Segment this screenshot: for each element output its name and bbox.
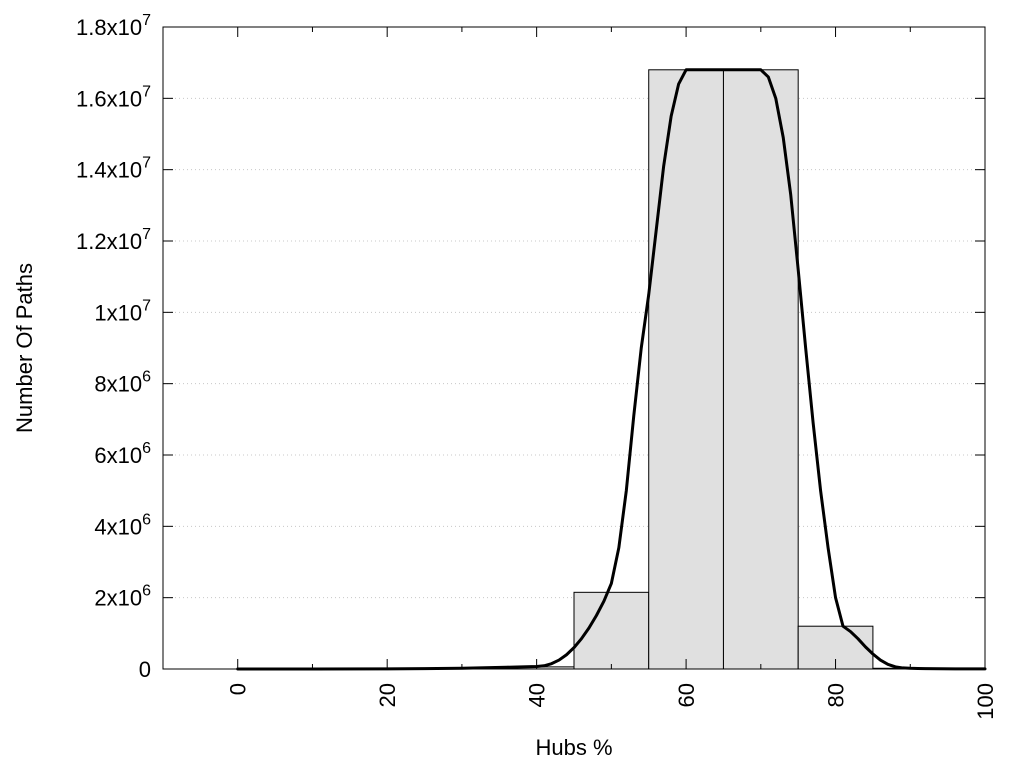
x-tick-label-5: 100 — [973, 683, 998, 720]
y-tick-exponent-7: 7 — [142, 155, 151, 172]
y-tick-label-3: 6x106 — [94, 440, 151, 468]
bars — [498, 69, 949, 670]
x-axis-title: Hubs % — [535, 735, 612, 760]
y-tick-mantissa-4: 8x10 — [94, 372, 142, 397]
x-tick-label-3: 60 — [674, 683, 699, 707]
y-tick-label-4: 8x106 — [94, 369, 151, 397]
y-tick-label-6: 1.2x107 — [76, 226, 151, 254]
y-tick-label-5: 1x107 — [94, 297, 151, 325]
y-tick-exponent-4: 6 — [142, 369, 151, 386]
y-tick-mantissa-1: 2x10 — [94, 586, 142, 611]
y-tick-label-7: 1.4x107 — [76, 155, 151, 183]
ticks — [163, 26, 986, 670]
y-tick-exponent-1: 6 — [142, 583, 151, 600]
x-tick-label-4: 80 — [824, 683, 849, 707]
y-tick-label-1: 2x106 — [94, 583, 151, 611]
fit-curve-line — [236, 68, 987, 671]
y-tick-mantissa-5: 1x10 — [94, 300, 142, 325]
y-tick-exponent-2: 6 — [142, 511, 151, 528]
y-tick-exponent-8: 7 — [142, 83, 151, 100]
x-tick-label-0: 0 — [226, 683, 251, 695]
y-tick-label-2: 4x106 — [94, 511, 151, 539]
y-tick-exponent-9: 7 — [142, 12, 151, 29]
plot-frame — [162, 26, 986, 670]
y-tick-label-9: 1.8x107 — [76, 12, 151, 40]
y-tick-mantissa-8: 1.6x10 — [76, 86, 142, 111]
y-tick-mantissa-2: 4x10 — [94, 514, 142, 539]
y-tick-exponent-3: 6 — [142, 440, 151, 457]
y-tick-exponent-6: 7 — [142, 226, 151, 243]
x-tick-label-2: 40 — [525, 683, 550, 707]
x-tick-label-1: 20 — [375, 683, 400, 707]
bar-1 — [573, 591, 650, 670]
bar-2 — [648, 69, 724, 670]
y-tick-label-8: 1.6x107 — [76, 83, 151, 111]
y-axis-title: Number Of Paths — [12, 263, 37, 433]
y-tick-mantissa-0: 0 — [139, 657, 151, 682]
grid-lines — [163, 97, 985, 599]
y-tick-mantissa-6: 1.2x10 — [76, 229, 142, 254]
y-tick-mantissa-7: 1.4x10 — [76, 158, 142, 183]
y-tick-exponent-5: 7 — [142, 297, 151, 314]
y-tick-mantissa-3: 6x10 — [94, 443, 142, 468]
y-tick-labels: 02x1064x1066x1068x1061x1071.2x1071.4x107… — [76, 12, 151, 682]
y-tick-mantissa-9: 1.8x10 — [76, 15, 142, 40]
curve — [236, 68, 987, 671]
x-tick-labels: 0 20 40 60 80 100 — [226, 683, 998, 720]
y-tick-label-0: 0 — [139, 657, 151, 682]
